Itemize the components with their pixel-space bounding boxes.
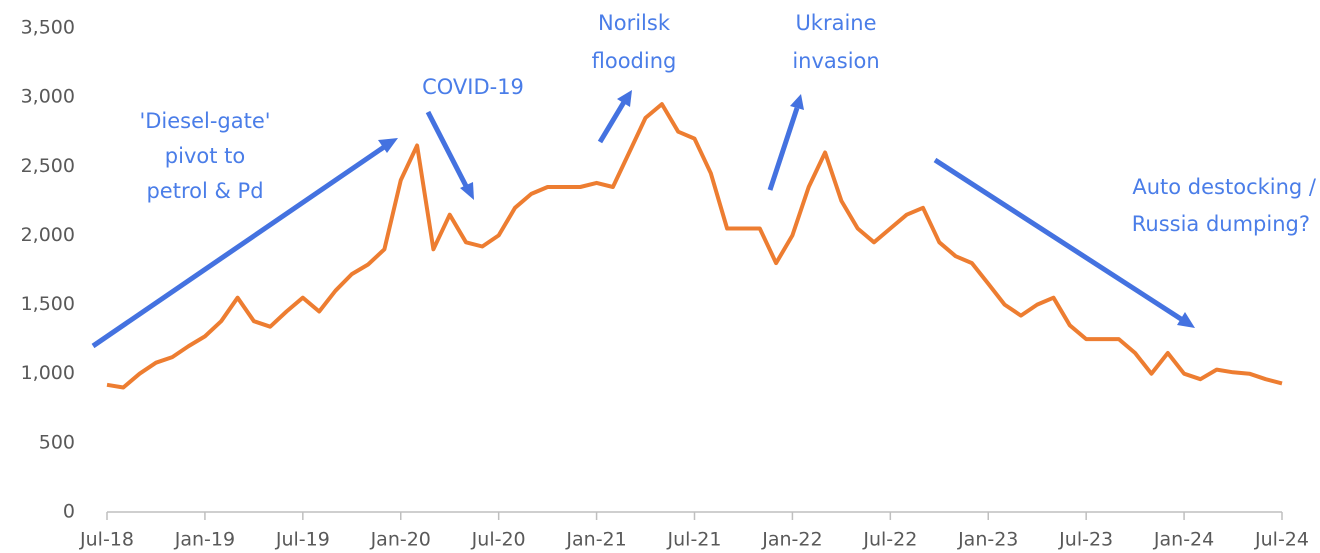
- y-tick-label: 500: [39, 431, 75, 453]
- annotation: Auto destocking /: [1132, 175, 1317, 199]
- x-tick-label: Jul-22: [862, 529, 917, 551]
- y-tick-label: 2,500: [21, 155, 75, 177]
- y-tick-label: 3,500: [21, 17, 75, 39]
- arrow: [91, 144, 386, 349]
- y-tick-label: 1,500: [21, 293, 75, 315]
- x-tick-label: Jul-18: [79, 529, 134, 551]
- x-tick-label: Jul-19: [275, 529, 330, 551]
- arrow: [425, 110, 469, 188]
- arrowhead: [460, 182, 474, 200]
- y-tick-label: 0: [63, 501, 75, 523]
- arrow: [767, 107, 800, 191]
- x-tick-label: Jul-23: [1058, 529, 1113, 551]
- annotation: invasion: [792, 49, 879, 73]
- annotation-arrows: [91, 90, 1195, 349]
- annotation: 'Diesel-gate': [139, 109, 270, 133]
- x-tick-label: Jul-21: [667, 529, 722, 551]
- annotation: flooding: [592, 49, 677, 73]
- arrowhead: [1177, 312, 1195, 328]
- x-tick-label: Jul-24: [1254, 529, 1309, 551]
- annotation: pivot to: [165, 144, 245, 168]
- arrowhead: [378, 138, 398, 153]
- x-tick-label: Jan-20: [370, 529, 431, 551]
- y-tick-label: 1,000: [21, 362, 75, 384]
- y-tick-label: 2,000: [21, 224, 75, 246]
- annotation: Ukraine: [795, 11, 876, 35]
- arrowhead: [790, 94, 804, 110]
- price-line: [106, 102, 1283, 390]
- x-tick-label: Jan-21: [565, 529, 626, 551]
- x-tick-label: Jul-20: [471, 529, 526, 551]
- annotation: petrol & Pd: [146, 179, 263, 203]
- x-tick-label: Jan-23: [957, 529, 1018, 551]
- annotation: Norilsk: [598, 11, 671, 35]
- annotation: COVID-19: [422, 75, 524, 99]
- annotation: Russia dumping?: [1132, 212, 1310, 236]
- x-tick-label: Jan-24: [1153, 529, 1214, 551]
- y-tick-label: 3,000: [21, 86, 75, 108]
- arrow: [597, 100, 627, 144]
- arrow: [933, 157, 1183, 322]
- arrowhead: [617, 90, 632, 107]
- x-tick-label: Jan-22: [761, 529, 822, 551]
- x-tick-label: Jan-19: [174, 529, 235, 551]
